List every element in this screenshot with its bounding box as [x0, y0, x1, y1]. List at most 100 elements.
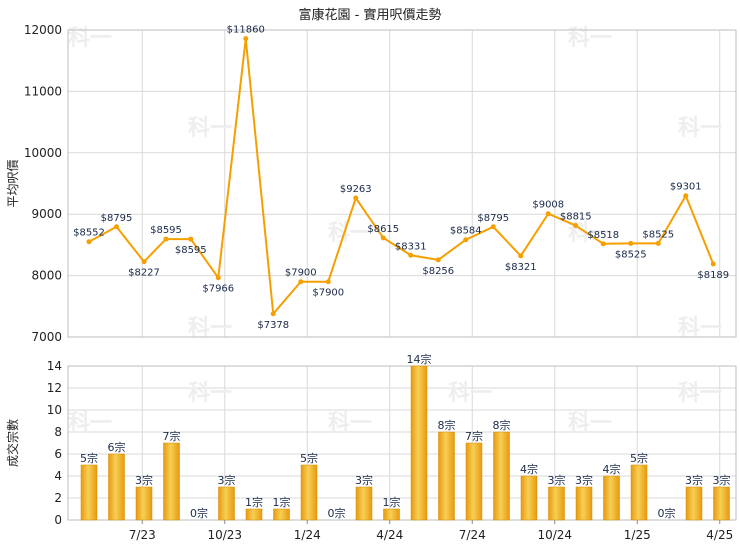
price-data-label: $8525 — [642, 229, 674, 240]
price-point — [114, 224, 119, 230]
price-point — [545, 211, 551, 217]
volume-bar — [245, 508, 263, 521]
volume-data-label: 3宗 — [575, 473, 593, 487]
x-tick-label: 10/23 — [207, 528, 242, 542]
volume-bar — [135, 486, 153, 521]
watermark-text: 科一 — [678, 381, 722, 406]
price-data-label: $9263 — [340, 184, 372, 195]
volume-data-label: 7宗 — [163, 429, 181, 443]
price-y-tick: 8000 — [31, 269, 62, 283]
price-point — [270, 311, 276, 317]
price-data-label: $8584 — [450, 226, 482, 237]
volume-bar — [383, 508, 400, 521]
volume-y-tick: 4 — [54, 469, 62, 483]
volume-data-label: 8宗 — [493, 418, 511, 432]
price-point — [408, 252, 414, 258]
x-tick-label: 4/25 — [706, 528, 733, 542]
volume-data-label: 3宗 — [713, 473, 731, 487]
volume-data-label: 3宗 — [218, 473, 236, 487]
volume-bar — [108, 453, 125, 521]
price-point — [325, 279, 331, 285]
volume-data-label: 0宗 — [190, 506, 208, 520]
price-point — [518, 253, 524, 259]
volume-bar — [218, 486, 235, 521]
price-y-tick: 9000 — [31, 207, 62, 221]
volume-data-label: 0宗 — [328, 506, 346, 520]
volume-y-tick: 8 — [54, 425, 62, 439]
volume-data-label: 5宗 — [630, 451, 648, 465]
volume-data-label: 6宗 — [108, 440, 126, 454]
watermark-text: 科一 — [68, 411, 112, 436]
price-data-label: $8189 — [697, 270, 729, 281]
price-data-label: $8595 — [150, 225, 182, 236]
price-y-tick: 11000 — [24, 84, 62, 98]
price-y-tick: 7000 — [31, 330, 62, 344]
volume-bar — [548, 486, 565, 521]
volume-bar — [300, 464, 318, 521]
volume-data-label: 1宗 — [383, 495, 401, 509]
volume-bar — [355, 486, 373, 521]
volume-bar — [575, 486, 593, 521]
price-point — [298, 279, 304, 285]
price-point — [655, 240, 661, 246]
price-plot-frame — [67, 29, 737, 338]
volume-data-label: 5宗 — [300, 451, 318, 465]
price-point — [463, 237, 469, 243]
price-point — [435, 257, 441, 263]
price-data-label: $8552 — [73, 228, 105, 239]
x-tick-label: 7/24 — [459, 528, 486, 542]
price-point — [188, 236, 194, 242]
price-data-label: $7378 — [257, 320, 289, 331]
x-tick-label: 7/23 — [129, 528, 156, 542]
volume-bar — [685, 486, 703, 521]
volume-y-axis-title: 成交宗數 — [5, 419, 20, 467]
price-data-label: $9301 — [670, 182, 702, 193]
price-data-label: $7966 — [202, 284, 234, 295]
volume-data-label: 4宗 — [603, 462, 621, 476]
price-point — [86, 239, 92, 245]
volume-bar — [465, 442, 483, 521]
price-point — [490, 224, 496, 230]
price-data-label: $8615 — [367, 224, 399, 235]
watermark-text: 科一 — [568, 411, 612, 436]
price-y-tick: 12000 — [24, 23, 62, 37]
volume-data-label: 3宗 — [685, 473, 703, 487]
volume-data-label: 8宗 — [438, 418, 456, 432]
watermark-text: 科一 — [678, 116, 722, 141]
volume-y-tick: 12 — [47, 381, 62, 395]
price-point — [380, 235, 386, 241]
volume-bar — [438, 431, 455, 521]
x-tick-label: 10/24 — [537, 528, 572, 542]
price-point — [573, 223, 579, 229]
volume-bar — [80, 464, 98, 521]
volume-bar — [410, 365, 428, 521]
price-data-label: $8795 — [477, 213, 509, 224]
price-point — [683, 193, 689, 199]
chart-title: 富康花園 - 實用呎價走勢 — [299, 7, 442, 23]
price-data-label: $8331 — [395, 241, 427, 252]
volume-bar — [520, 475, 538, 521]
x-tick-label: 1/25 — [624, 528, 651, 542]
volume-bar — [493, 431, 510, 521]
price-data-label: $8518 — [587, 230, 619, 241]
volume-bar — [163, 442, 180, 521]
volume-bar — [630, 464, 648, 521]
price-data-label: $8525 — [615, 249, 647, 260]
volume-plot-frame — [67, 365, 737, 521]
volume-y-tick: 6 — [54, 447, 62, 461]
volume-data-label: 3宗 — [548, 473, 566, 487]
price-data-label: $8595 — [175, 245, 207, 256]
volume-data-label: 3宗 — [135, 473, 153, 487]
volume-y-tick: 0 — [54, 513, 62, 527]
price-data-label: $8256 — [422, 266, 454, 277]
price-data-label: $7900 — [285, 268, 317, 279]
volume-y-tick: 2 — [54, 491, 62, 505]
volume-data-label: 1宗 — [245, 495, 263, 509]
watermark-text: 科一 — [328, 221, 372, 246]
watermark-text: 科一 — [188, 116, 232, 141]
price-y-axis-title: 平均呎價 — [6, 159, 20, 207]
price-point — [353, 195, 359, 201]
price-point — [163, 236, 169, 242]
